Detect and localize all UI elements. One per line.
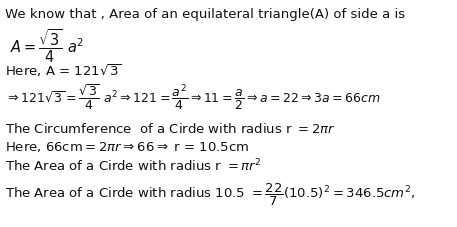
- Text: The Area of a Cirde with radius 10.5 $=\dfrac{22}{7}(10.5)^2 = 346.5cm^2,$: The Area of a Cirde with radius 10.5 $=\…: [5, 181, 415, 207]
- Text: $A=\dfrac{\sqrt{3}}{4}\ a^2$: $A=\dfrac{\sqrt{3}}{4}\ a^2$: [10, 28, 84, 65]
- Text: $\Rightarrow 121\sqrt{3}=\dfrac{\sqrt{3}}{4}\ a^2 \Rightarrow 121 = \dfrac{a^2}{: $\Rightarrow 121\sqrt{3}=\dfrac{\sqrt{3}…: [5, 82, 380, 111]
- Text: The Circumference  of a Cirde with radius r $=2\pi r$: The Circumference of a Cirde with radius…: [5, 121, 336, 135]
- Text: We know that , Area of an equilateral triangle(A) of side a is: We know that , Area of an equilateral tr…: [5, 8, 405, 21]
- Text: Here, A = $121\sqrt{3}$: Here, A = $121\sqrt{3}$: [5, 62, 121, 79]
- Text: Here, 66cm$=2\pi r \Rightarrow 66 \Rightarrow$ r = 10.5cm: Here, 66cm$=2\pi r \Rightarrow 66 \Right…: [5, 139, 250, 153]
- Text: The Area of a Cirde with radius r $=\pi r^2$: The Area of a Cirde with radius r $=\pi …: [5, 157, 262, 174]
